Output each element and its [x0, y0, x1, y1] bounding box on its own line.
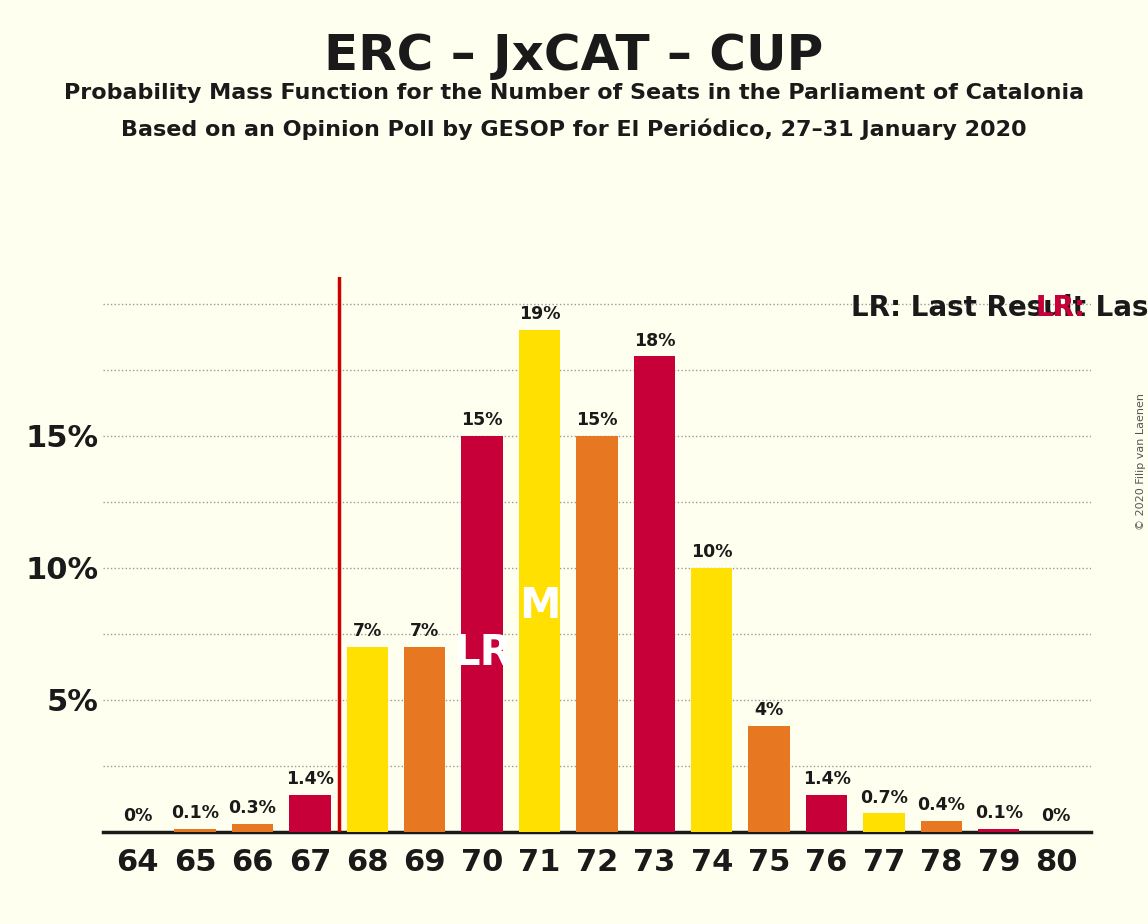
Text: 15%: 15%	[461, 411, 503, 429]
Bar	[863, 813, 905, 832]
Text: LR: LR	[452, 632, 512, 675]
Text: 0.7%: 0.7%	[860, 788, 908, 807]
Text: M: M	[519, 585, 560, 626]
Text: 0%: 0%	[1041, 807, 1071, 825]
Bar	[634, 357, 675, 832]
Text: 0%: 0%	[123, 807, 153, 825]
Text: Last Result: Last Result	[1086, 294, 1148, 322]
Text: 7%: 7%	[410, 622, 440, 640]
Text: 7%: 7%	[352, 622, 382, 640]
Bar	[232, 823, 273, 832]
Text: 0.3%: 0.3%	[228, 799, 277, 817]
Text: 0.1%: 0.1%	[975, 805, 1023, 822]
Bar	[347, 647, 388, 832]
Bar	[519, 330, 560, 832]
Bar	[921, 821, 962, 832]
Bar	[289, 795, 331, 832]
Text: 0.4%: 0.4%	[917, 796, 965, 814]
Bar	[576, 435, 618, 832]
Text: 1.4%: 1.4%	[802, 770, 851, 788]
Bar	[978, 829, 1019, 832]
Text: Based on an Opinion Poll by GESOP for El Periódico, 27–31 January 2020: Based on an Opinion Poll by GESOP for El…	[122, 118, 1026, 140]
Text: LR:: LR:	[1035, 294, 1086, 322]
Text: LR: Last Result: LR: Last Result	[851, 294, 1086, 322]
Text: 19%: 19%	[519, 306, 560, 323]
Text: LR:: LR:	[1035, 294, 1086, 322]
Text: 1.4%: 1.4%	[286, 770, 334, 788]
Text: ERC – JxCAT – CUP: ERC – JxCAT – CUP	[325, 32, 823, 80]
Bar	[691, 567, 732, 832]
Bar	[461, 435, 503, 832]
Bar	[404, 647, 445, 832]
Text: © 2020 Filip van Laenen: © 2020 Filip van Laenen	[1137, 394, 1146, 530]
Text: Probability Mass Function for the Number of Seats in the Parliament of Catalonia: Probability Mass Function for the Number…	[64, 83, 1084, 103]
Text: 15%: 15%	[576, 411, 618, 429]
Bar	[806, 795, 847, 832]
Bar	[748, 726, 790, 832]
Text: 10%: 10%	[691, 543, 732, 561]
Text: 18%: 18%	[634, 332, 675, 350]
Text: 4%: 4%	[754, 701, 784, 720]
Text: 0.1%: 0.1%	[171, 805, 219, 822]
Bar	[174, 829, 216, 832]
